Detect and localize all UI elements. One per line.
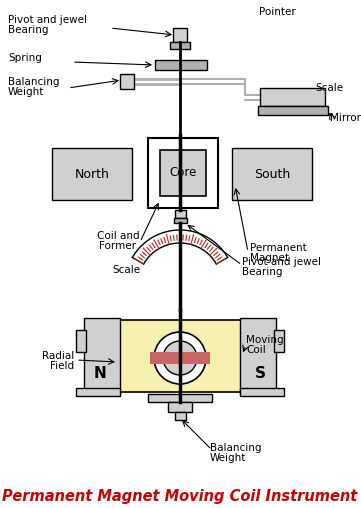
Text: Permanent: Permanent bbox=[250, 243, 307, 253]
Bar bbox=[175, 412, 186, 420]
Bar bbox=[148, 394, 212, 402]
Text: Weight: Weight bbox=[210, 453, 246, 463]
Text: Pivot and jewel: Pivot and jewel bbox=[242, 257, 321, 267]
Circle shape bbox=[154, 332, 206, 384]
Bar bbox=[76, 330, 86, 352]
Bar bbox=[175, 210, 186, 218]
Bar bbox=[173, 28, 187, 42]
Bar bbox=[150, 352, 210, 364]
Circle shape bbox=[163, 341, 197, 375]
Text: Moving: Moving bbox=[246, 335, 284, 345]
Text: Mirror: Mirror bbox=[330, 113, 361, 123]
Bar bbox=[240, 318, 276, 394]
Text: S: S bbox=[255, 365, 265, 380]
Text: Bearing: Bearing bbox=[8, 25, 48, 35]
Bar bbox=[76, 388, 120, 396]
Bar bbox=[170, 42, 190, 49]
Text: Balancing: Balancing bbox=[8, 77, 60, 87]
Text: Bearing: Bearing bbox=[242, 267, 283, 277]
Bar bbox=[160, 150, 206, 196]
Text: Radial: Radial bbox=[42, 351, 74, 361]
Text: N: N bbox=[93, 365, 106, 380]
Text: Magnet: Magnet bbox=[250, 253, 289, 263]
Text: Field: Field bbox=[50, 361, 74, 371]
Text: Spring: Spring bbox=[8, 53, 42, 63]
Text: South: South bbox=[254, 168, 290, 180]
Bar bbox=[120, 74, 134, 89]
Bar bbox=[118, 320, 242, 392]
Text: Pointer: Pointer bbox=[258, 7, 295, 17]
Text: Permanent Magnet Moving Coil Instrument: Permanent Magnet Moving Coil Instrument bbox=[3, 489, 358, 503]
Text: Coil and: Coil and bbox=[97, 231, 139, 241]
Text: North: North bbox=[75, 168, 109, 180]
Text: Core: Core bbox=[169, 167, 197, 179]
Bar bbox=[168, 402, 192, 412]
Bar bbox=[52, 148, 132, 200]
Bar bbox=[274, 330, 284, 352]
Bar bbox=[155, 60, 207, 70]
Bar bbox=[258, 106, 328, 115]
Bar bbox=[174, 218, 187, 223]
Polygon shape bbox=[132, 230, 228, 264]
Bar bbox=[84, 318, 120, 394]
Text: Balancing: Balancing bbox=[210, 443, 261, 453]
Bar bbox=[232, 148, 312, 200]
Bar bbox=[148, 138, 218, 208]
Bar bbox=[260, 88, 325, 106]
Text: Former: Former bbox=[100, 241, 136, 251]
Bar bbox=[240, 388, 284, 396]
Text: Coil: Coil bbox=[246, 345, 266, 355]
Text: Scale: Scale bbox=[112, 265, 140, 275]
Text: Pivot and jewel: Pivot and jewel bbox=[8, 15, 87, 25]
Text: Scale: Scale bbox=[315, 83, 343, 93]
Text: Weight: Weight bbox=[8, 87, 44, 97]
